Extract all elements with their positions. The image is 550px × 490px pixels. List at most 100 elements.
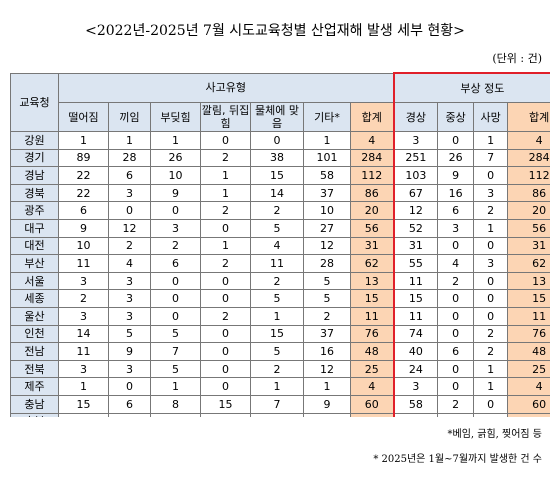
data-row: 대구 9 12 3 0 5 27 56 52 3 1 56 bbox=[10, 218, 550, 238]
cell: 2 bbox=[200, 254, 251, 273]
cell: 22 bbox=[58, 166, 109, 185]
cell: 3 bbox=[108, 306, 151, 326]
cell: 2 bbox=[303, 306, 351, 326]
cell: 0 bbox=[200, 218, 251, 238]
cell: 6 bbox=[108, 394, 151, 414]
cell: 0 bbox=[150, 271, 201, 291]
cell: 5 bbox=[250, 218, 304, 238]
cell: 26 bbox=[437, 148, 475, 168]
cell: 2 bbox=[200, 412, 251, 417]
cell: 61 bbox=[507, 412, 550, 417]
cell: 9 bbox=[150, 183, 201, 203]
cell: 1 bbox=[303, 131, 351, 150]
cell: 31 bbox=[507, 236, 550, 256]
cell: 5 bbox=[250, 289, 304, 308]
footnote: * 2025년은 1월~7월까지 발생한 건 수 bbox=[373, 454, 542, 465]
cell: 8 bbox=[150, 394, 201, 414]
cell: 0 bbox=[200, 359, 251, 379]
cell: 3 bbox=[58, 306, 109, 326]
cell: 55 bbox=[392, 254, 439, 273]
cell: 37 bbox=[303, 324, 351, 344]
cell: 86 bbox=[507, 183, 550, 203]
cell: 25 bbox=[507, 359, 550, 379]
data-row: 세종 2 3 0 0 5 5 15 15 0 0 15 bbox=[10, 289, 550, 308]
cell: 0 bbox=[473, 306, 509, 326]
cell: 3 bbox=[108, 359, 151, 379]
cell: 31 bbox=[392, 236, 439, 256]
cell: 11 bbox=[392, 271, 439, 291]
cell: 48 bbox=[349, 342, 395, 361]
row-label: 강원 bbox=[10, 131, 59, 150]
cell: 1 bbox=[150, 131, 201, 150]
cell: 0 bbox=[200, 289, 251, 308]
cell: 89 bbox=[58, 148, 109, 168]
cell: 62 bbox=[349, 254, 395, 273]
cell: 284 bbox=[507, 148, 550, 168]
cell: 16 bbox=[303, 342, 351, 361]
cell: 13 bbox=[349, 271, 395, 291]
cell: 251 bbox=[392, 148, 439, 168]
cell: 9 bbox=[303, 394, 351, 414]
cell: 16 bbox=[437, 183, 475, 203]
cell: 9 bbox=[437, 166, 475, 185]
cell: 0 bbox=[473, 166, 509, 185]
cell: 24 bbox=[392, 359, 439, 379]
cell: 3 bbox=[392, 131, 439, 150]
cell: 0 bbox=[437, 236, 475, 256]
cell: 1 bbox=[473, 377, 509, 396]
cell: 28 bbox=[303, 254, 351, 273]
cell: 1 bbox=[473, 218, 509, 238]
cell: 4 bbox=[507, 377, 550, 396]
cell: 0 bbox=[437, 324, 475, 344]
cell: 12 bbox=[108, 218, 151, 238]
header-cell: 경상 bbox=[392, 102, 439, 132]
cell: 1 bbox=[473, 131, 509, 150]
cell: 0 bbox=[250, 131, 304, 150]
cell: 76 bbox=[349, 324, 395, 344]
row-label: 울산 bbox=[10, 306, 59, 326]
cell: 0 bbox=[473, 236, 509, 256]
row-label: 대구 bbox=[10, 218, 59, 238]
cell: 13 bbox=[58, 412, 109, 417]
cell: 52 bbox=[392, 218, 439, 238]
data-row: 충북13462729613624161 bbox=[10, 412, 550, 417]
header-cell: 기타* bbox=[303, 102, 351, 132]
cell: 5 bbox=[303, 271, 351, 291]
cell: 2 bbox=[150, 236, 201, 256]
cell: 60 bbox=[507, 394, 550, 414]
cell: 36 bbox=[392, 412, 439, 417]
cell: 1 bbox=[58, 377, 109, 396]
cell: 0 bbox=[200, 377, 251, 396]
cell: 7 bbox=[250, 412, 304, 417]
cell: 4 bbox=[437, 254, 475, 273]
cell: 13 bbox=[507, 271, 550, 291]
data-row: 대전 10 2 2 1 4 12 31 31 0 0 31 bbox=[10, 236, 550, 256]
header-cell: 떨어짐 bbox=[58, 102, 109, 132]
cell: 10 bbox=[303, 201, 351, 220]
footnote: *베임, 긁힘, 찢어짐 등 bbox=[447, 429, 543, 440]
cell: 4 bbox=[349, 131, 395, 150]
cell: 0 bbox=[200, 271, 251, 291]
cell: 6 bbox=[58, 201, 109, 220]
cell: 0 bbox=[437, 289, 475, 308]
cell: 12 bbox=[392, 201, 439, 220]
table: 교육청 사고유형 부상 정도 떨어짐 끼임 부딪힘 깔림, 뒤집힘 물체에 맞음 기타* 합계 경상… bbox=[10, 72, 550, 417]
cell: 2 bbox=[58, 289, 109, 308]
cell: 62 bbox=[507, 254, 550, 273]
header-group: 부상 정도 bbox=[392, 72, 550, 103]
data-row: 강원 1 1 1 0 0 1 4 3 0 1 4 bbox=[10, 131, 550, 150]
cell: 61 bbox=[349, 412, 395, 417]
cell: 10 bbox=[150, 166, 201, 185]
cell: 20 bbox=[507, 201, 550, 220]
cell: 2 bbox=[473, 324, 509, 344]
cell: 38 bbox=[250, 148, 304, 168]
cell: 112 bbox=[349, 166, 395, 185]
cell: 4 bbox=[349, 377, 395, 396]
data-row: 전남 11 9 7 0 5 16 48 40 6 2 48 bbox=[10, 342, 550, 361]
row-label: 세종 bbox=[10, 289, 59, 308]
cell: 3 bbox=[108, 183, 151, 203]
cell: 56 bbox=[507, 218, 550, 238]
row-label: 경기 bbox=[10, 148, 59, 168]
cell: 6 bbox=[108, 166, 151, 185]
